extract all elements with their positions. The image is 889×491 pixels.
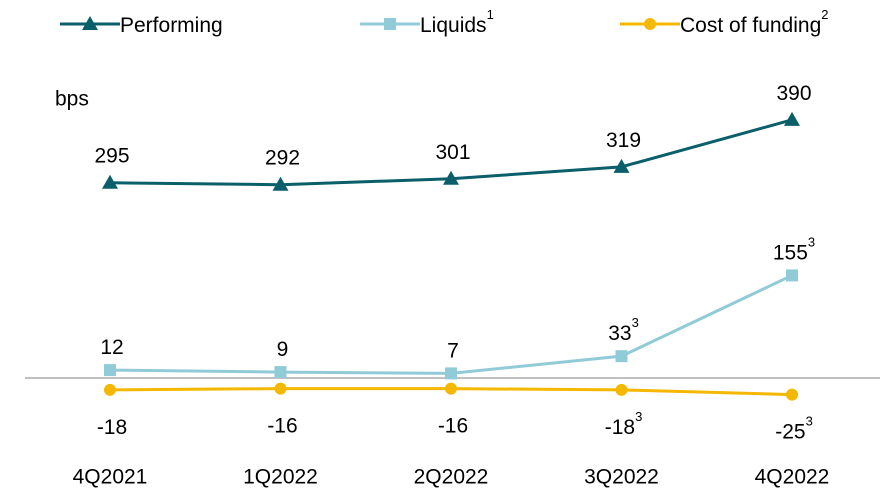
legend-label-text: Liquids [420, 14, 487, 37]
data-label-text: 12 [100, 336, 123, 359]
data-label: -253 [775, 414, 813, 443]
legend-label: Liquids1 [420, 7, 494, 36]
data-label-text: 295 [94, 144, 129, 167]
marker [272, 176, 289, 191]
data-label-note: 3 [808, 235, 815, 250]
y-axis-label: bps [55, 88, 89, 111]
legend-label-note: 2 [821, 7, 828, 22]
marker [104, 364, 116, 377]
data-label-text: -16 [438, 414, 468, 437]
data-label-text: -25 [775, 420, 805, 443]
x-tick-label: 4Q2022 [755, 466, 830, 489]
data-label: -183 [605, 409, 643, 438]
data-label-note: 3 [635, 409, 642, 424]
data-label-text: -18 [97, 415, 127, 438]
marker [786, 269, 798, 282]
legend-label: Performing [120, 14, 223, 37]
data-label-text: 292 [265, 146, 300, 169]
data-label-text: -18 [605, 415, 635, 438]
x-tick-label: 3Q2022 [584, 466, 659, 489]
marker [445, 382, 457, 395]
marker [443, 170, 459, 185]
data-label: 292 [265, 146, 300, 169]
data-label-note: 3 [632, 316, 639, 331]
data-label: 9 [277, 338, 289, 361]
data-label: -16 [267, 414, 297, 437]
data-label-note: 3 [806, 414, 813, 429]
data-label: -18 [97, 415, 127, 438]
marker [82, 16, 98, 30]
data-label: 319 [606, 128, 641, 151]
data-label-text: 301 [435, 140, 470, 163]
marker [104, 383, 116, 396]
data-label: 12 [100, 336, 123, 359]
data-label-text: 9 [277, 338, 289, 361]
data-label: -16 [438, 414, 468, 437]
data-label-text: 319 [606, 128, 641, 151]
data-label: 333 [608, 316, 639, 345]
data-label: 390 [776, 81, 811, 104]
data-label: 301 [435, 140, 470, 163]
legend-label-text: Performing [120, 14, 223, 37]
data-label: 7 [447, 339, 459, 362]
data-label-text: 7 [447, 339, 459, 362]
x-tick-label: 4Q2021 [73, 466, 148, 489]
marker [644, 18, 656, 30]
marker [784, 111, 800, 126]
marker [615, 383, 628, 396]
data-label: 295 [94, 144, 129, 167]
x-tick-label: 2Q2022 [414, 466, 489, 489]
marker [445, 367, 457, 380]
marker [615, 350, 628, 363]
data-label: 1553 [773, 235, 815, 264]
marker [102, 174, 118, 189]
legend-label-text: Cost of funding [680, 14, 821, 37]
marker [274, 366, 287, 379]
data-label-text: 33 [608, 322, 631, 345]
marker [613, 158, 630, 173]
marker [786, 388, 798, 401]
marker [274, 382, 287, 395]
data-label-text: 390 [776, 81, 811, 104]
data-label-text: -16 [267, 414, 297, 437]
legend-label: Cost of funding2 [680, 7, 829, 36]
data-label-text: 155 [773, 241, 808, 264]
x-tick-label: 1Q2022 [243, 466, 318, 489]
marker [384, 18, 396, 30]
legend-label-note: 1 [487, 7, 494, 22]
